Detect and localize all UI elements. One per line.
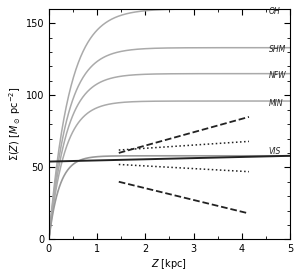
X-axis label: $Z$ [kpc]: $Z$ [kpc] [152,257,188,271]
Text: NFW: NFW [269,71,286,80]
Text: VIS: VIS [269,147,281,156]
Y-axis label: $\Sigma(Z)$ [$M_\odot$ pc$^{-2}$]: $\Sigma(Z)$ [$M_\odot$ pc$^{-2}$] [7,87,23,162]
Text: SHM: SHM [269,45,286,54]
Text: OH: OH [269,7,280,16]
Text: MIN: MIN [269,100,283,108]
